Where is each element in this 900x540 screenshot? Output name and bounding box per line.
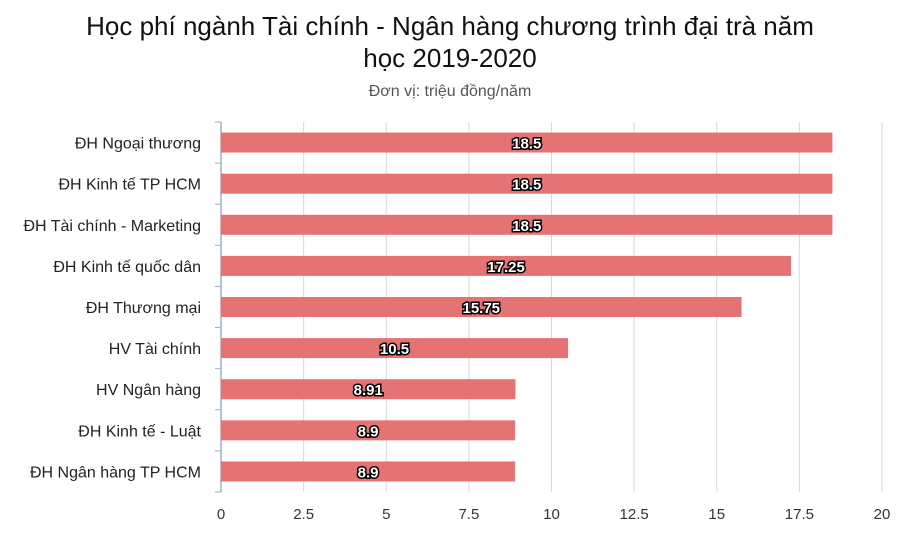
- bar: [221, 214, 833, 235]
- bar: [221, 255, 792, 276]
- chart-title-line-1: Học phí ngành Tài chính - Ngân hàng chươ…: [86, 11, 814, 41]
- x-tick-label: 0: [217, 506, 225, 523]
- category-label: ĐH Ngân hàng TP HCM: [30, 464, 201, 481]
- category-label: ĐH Kinh tế TP HCM: [58, 177, 201, 194]
- data-label: 8.91: [354, 382, 383, 399]
- category-label: ĐH Thương mại: [86, 300, 201, 317]
- data-label: 8.9: [358, 464, 379, 481]
- x-tick-label: 20: [874, 506, 891, 523]
- data-label: 8.9: [358, 423, 379, 440]
- category-label: HV Tài chính: [109, 341, 201, 358]
- data-label: 15.75: [462, 300, 500, 317]
- x-tick-label: 12.5: [620, 506, 649, 523]
- x-tick-label: 2.5: [293, 506, 314, 523]
- category-label: ĐH Kinh tế - Luật: [78, 423, 201, 440]
- data-label: 17.25: [487, 259, 525, 276]
- category-label: ĐH Ngoại thương: [75, 136, 201, 153]
- category-label: ĐH Tài chính - Marketing: [23, 218, 201, 235]
- bar: [221, 132, 833, 153]
- x-tick-label: 17.5: [785, 506, 814, 523]
- chart-title: Học phí ngành Tài chính - Ngân hàng chươ…: [0, 10, 900, 74]
- bar: [221, 461, 516, 482]
- data-label: 18.5: [512, 218, 541, 235]
- bar: [221, 173, 833, 194]
- x-tick-label: 5: [382, 506, 390, 523]
- bar: [221, 420, 516, 441]
- x-tick-label: 7.5: [458, 506, 479, 523]
- data-label: 18.5: [512, 136, 541, 153]
- chart-subtitle: Đơn vị: triệu đồng/năm: [368, 83, 532, 100]
- category-label: ĐH Kinh tế quốc dân: [53, 259, 201, 276]
- x-tick-label: 15: [708, 506, 725, 523]
- bar: [221, 297, 742, 317]
- x-tick-label: 10: [543, 506, 560, 523]
- bar: [221, 379, 516, 400]
- bar: [221, 338, 569, 359]
- data-label: 18.5: [512, 177, 541, 194]
- data-label: 10.5: [380, 341, 409, 358]
- category-label: HV Ngân hàng: [96, 382, 201, 399]
- chart-title-line-2: học 2019-2020: [363, 43, 537, 73]
